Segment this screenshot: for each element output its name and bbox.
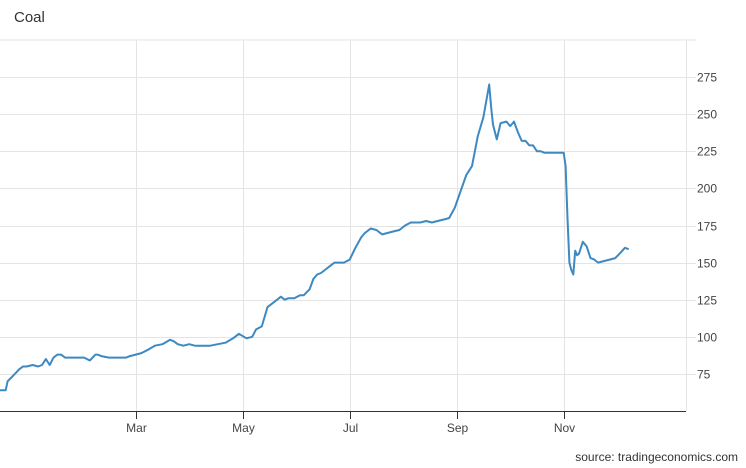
horizontal-gridlines xyxy=(0,39,696,411)
y-tick-label-250: 250 xyxy=(697,108,717,122)
y-tick-label-200: 200 xyxy=(697,182,717,196)
source-attribution: source: tradingeconomics.com xyxy=(575,450,738,464)
x-tick-label-mar: Mar xyxy=(126,421,147,435)
y-tick-label-275: 275 xyxy=(697,71,717,85)
series-line xyxy=(0,83,630,392)
y-tick-label-150: 150 xyxy=(697,257,717,271)
y-tick-label-175: 175 xyxy=(697,220,717,234)
x-tick-label-sep: Sep xyxy=(447,421,469,435)
y-tick-label-100: 100 xyxy=(697,331,717,345)
x-tick-label-nov: Nov xyxy=(554,421,575,435)
y-tick-label-125: 125 xyxy=(697,294,717,308)
x-tick-label-jul: Jul xyxy=(343,421,358,435)
y-tick-label-75: 75 xyxy=(697,368,711,382)
x-tick-label-may: May xyxy=(232,421,255,435)
x-axis-ticks: Mar May Jul Sep Nov xyxy=(126,411,575,435)
y-tick-label-225: 225 xyxy=(697,145,717,159)
y-axis-tick-labels: 75 100 125 150 175 200 225 250 275 xyxy=(697,71,717,382)
vertical-gridlines xyxy=(136,40,565,411)
chart-title: Coal xyxy=(14,9,45,26)
